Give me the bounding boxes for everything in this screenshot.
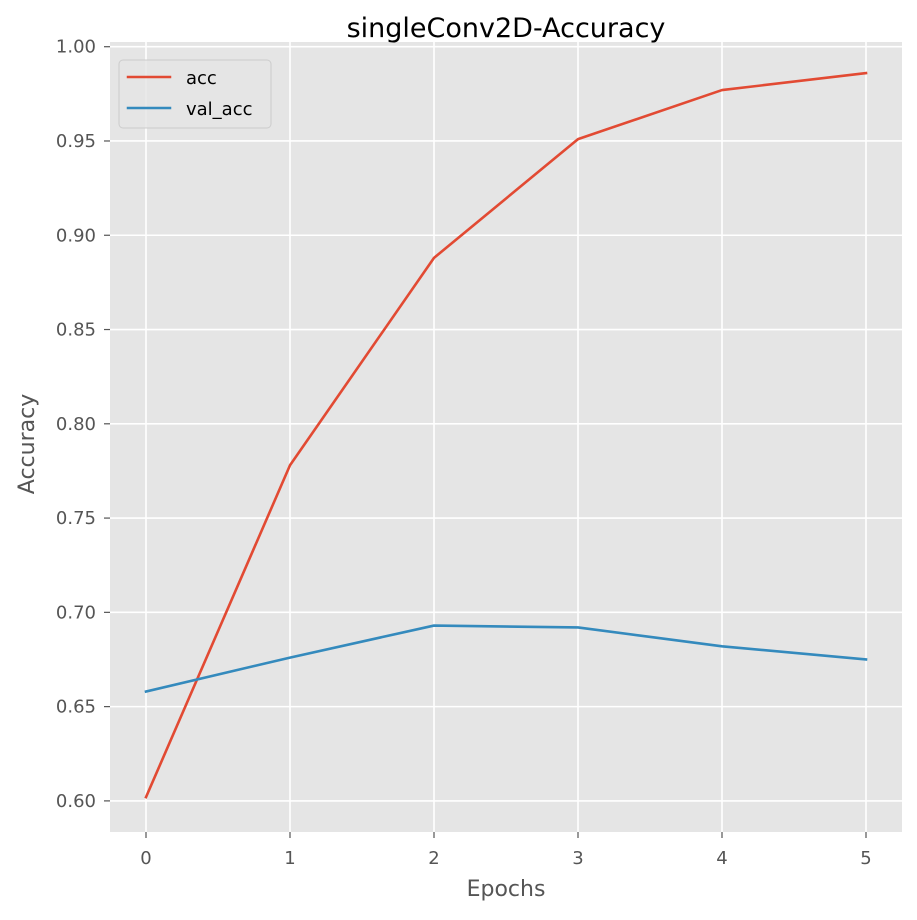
- y-tick-label: 0.65: [56, 697, 96, 718]
- y-axis-label: Accuracy: [15, 394, 40, 494]
- y-tick-label: 0.95: [56, 131, 96, 152]
- legend-label-val-acc: val_acc: [186, 99, 253, 120]
- x-tick-label: 0: [140, 848, 151, 869]
- y-tick-label: 0.90: [56, 225, 96, 246]
- y-tick-label: 0.85: [56, 320, 96, 341]
- legend-label-acc: acc: [186, 68, 217, 89]
- y-tick-label: 0.75: [56, 508, 96, 529]
- x-tick-label: 2: [428, 848, 439, 869]
- y-tick-label: 0.80: [56, 414, 96, 435]
- y-tick-label: 0.60: [56, 791, 96, 812]
- chart-title: singleConv2D-Accuracy: [347, 13, 666, 44]
- plot-background: [110, 42, 902, 832]
- y-axis-ticks: 0.60 0.65 0.70 0.75 0.80 0.85 0.90 0.95 1.00: [56, 37, 110, 812]
- x-axis-label: Epochs: [467, 877, 546, 902]
- x-tick-label: 1: [284, 848, 295, 869]
- y-tick-label: 0.70: [56, 602, 96, 623]
- x-tick-label: 5: [860, 848, 871, 869]
- x-tick-label: 4: [716, 848, 727, 869]
- x-axis-ticks: 0 1 2 3 4 5: [140, 832, 871, 869]
- x-tick-label: 3: [572, 848, 583, 869]
- legend: acc val_acc: [119, 60, 271, 128]
- y-tick-label: 1.00: [56, 37, 96, 58]
